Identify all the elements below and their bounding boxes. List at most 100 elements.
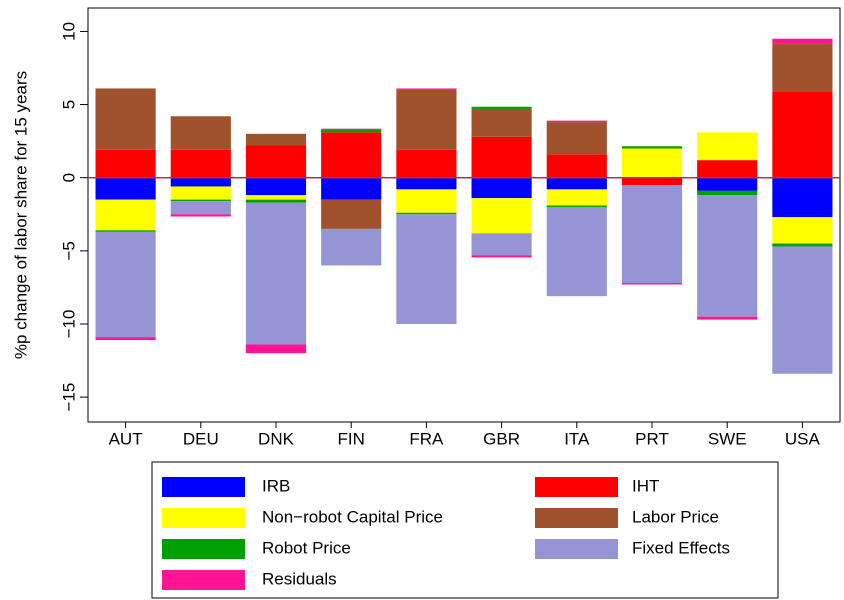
y-axis-label: %p change of labor share for 15 years xyxy=(11,71,30,359)
bar-segment xyxy=(697,177,758,191)
bar-segment xyxy=(772,38,833,44)
bar-segment xyxy=(321,177,382,200)
bar-segment xyxy=(170,186,231,200)
legend-swatch xyxy=(535,477,618,497)
bar-segment xyxy=(697,195,758,317)
y-tick-label: 0 xyxy=(59,173,78,182)
y-tick-label: −15 xyxy=(59,383,78,412)
bar-segment xyxy=(95,88,156,150)
bar-segment xyxy=(772,217,833,244)
bar-segment xyxy=(170,199,231,202)
x-tick-label: FIN xyxy=(338,429,365,448)
bar-segment xyxy=(95,177,156,200)
bar-segment xyxy=(321,228,382,266)
bar-segment xyxy=(772,43,833,92)
bar-segment xyxy=(321,132,382,178)
x-tick-label: USA xyxy=(785,429,821,448)
y-tick-label: −5 xyxy=(59,241,78,260)
x-tick-label: AUT xyxy=(109,429,143,448)
bar-segment xyxy=(772,246,833,374)
x-tick-label: SWE xyxy=(708,429,747,448)
bar-segment xyxy=(697,190,758,196)
bar-segment xyxy=(95,199,156,231)
bar-segment xyxy=(697,316,758,320)
bar-segment xyxy=(471,108,532,137)
y-tick-label: 10 xyxy=(59,22,78,41)
bar-segment xyxy=(396,189,457,213)
legend-box xyxy=(151,461,779,599)
bar-segment xyxy=(621,283,683,285)
bar-segment xyxy=(170,214,231,217)
bar-segment xyxy=(396,177,457,190)
bar-segment xyxy=(245,202,307,345)
legend-label: IRB xyxy=(262,476,290,495)
legend-swatch xyxy=(162,539,245,559)
legend-label: Fixed Effects xyxy=(632,538,730,557)
bar-segment xyxy=(546,189,607,206)
bar-segment xyxy=(245,195,307,200)
bar-segment xyxy=(546,177,607,190)
bar-segment xyxy=(546,154,607,178)
bar-segment xyxy=(621,148,683,178)
legend-label: Residuals xyxy=(262,569,337,588)
legend-swatch xyxy=(162,508,245,528)
bar-segment xyxy=(170,116,231,150)
bar-segment xyxy=(471,177,532,199)
bar-segment xyxy=(697,132,758,161)
legend-swatch xyxy=(535,539,618,559)
bar-segment xyxy=(772,243,833,247)
bar-segment xyxy=(245,344,307,354)
bar-segment xyxy=(621,185,683,284)
bar-segment xyxy=(471,136,532,178)
bar-segment xyxy=(245,177,307,196)
bar-segment xyxy=(546,205,607,207)
bar-segment xyxy=(396,149,457,178)
x-tick-label: GBR xyxy=(483,429,520,448)
y-tick-label: −10 xyxy=(59,310,78,339)
bar-segment xyxy=(471,106,532,109)
bar-segment xyxy=(396,212,457,215)
bar-segment xyxy=(621,177,683,186)
x-tick-label: FRA xyxy=(409,429,444,448)
bar-segment xyxy=(396,214,457,324)
bar-segment xyxy=(396,88,457,90)
bar-segment xyxy=(170,149,231,178)
x-tick-label: ITA xyxy=(564,429,590,448)
bar-segment xyxy=(772,91,833,178)
bar-segment xyxy=(546,120,607,123)
bar-segment xyxy=(170,177,231,187)
legend-label: Robot Price xyxy=(262,538,351,557)
bar-segment xyxy=(471,198,532,234)
bar-segment xyxy=(321,199,382,229)
legend-label: Labor Price xyxy=(632,507,719,526)
bar-segment xyxy=(546,122,607,155)
bar-segment xyxy=(321,128,382,130)
bar-segment xyxy=(95,231,156,338)
bar-segment xyxy=(396,89,457,150)
legend-swatch xyxy=(535,508,618,528)
bar-segment xyxy=(697,160,758,178)
bar-segment xyxy=(546,206,607,297)
bar-segment xyxy=(245,133,307,146)
x-tick-label: PRT xyxy=(635,429,669,448)
bar-segment xyxy=(321,129,382,133)
bar-segment xyxy=(170,201,231,215)
bar-segment xyxy=(245,145,307,178)
bar-segment xyxy=(95,337,156,341)
y-tick-label: 5 xyxy=(59,100,78,109)
bar-segment xyxy=(245,199,307,203)
bar-segment xyxy=(471,255,532,258)
x-tick-label: DNK xyxy=(258,429,295,448)
bar-segment xyxy=(95,230,156,232)
plot-frame xyxy=(87,7,841,423)
legend-label: IHT xyxy=(632,476,659,495)
bar-segment xyxy=(772,177,833,218)
legend-label: Non−robot Capital Price xyxy=(262,507,443,526)
bar-segment xyxy=(95,149,156,178)
legend-swatch xyxy=(162,570,245,590)
x-tick-label: DEU xyxy=(183,429,219,448)
legend-swatch xyxy=(162,477,245,497)
bar-segment xyxy=(471,233,532,256)
bar-segment xyxy=(621,146,683,149)
